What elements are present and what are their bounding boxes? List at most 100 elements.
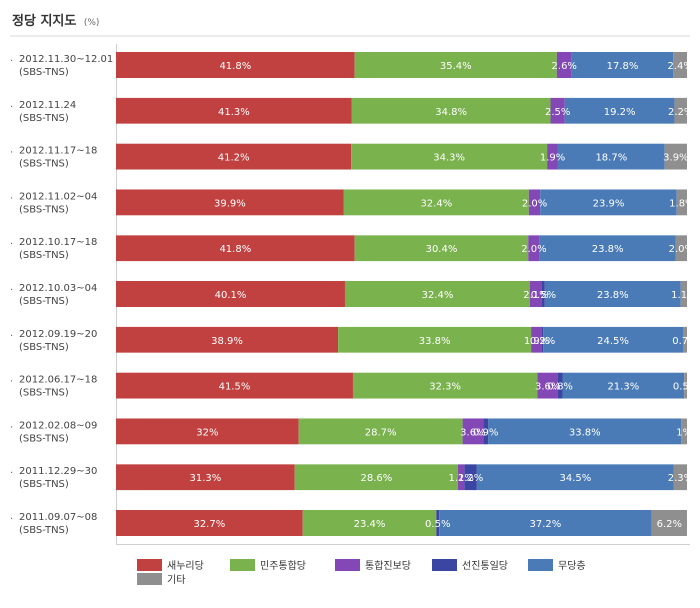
legend-label: 기타: [167, 574, 185, 586]
bar-row: · 2012.06.17~18 (SBS-TNS) 41.5% 32.3% 3.6%0.8…: [10, 372, 687, 399]
bar-segment: [528, 189, 541, 216]
bar-segment: [338, 326, 532, 353]
bar-value-label: 2.0%: [521, 244, 546, 255]
bar-value-label: 34.8%: [435, 107, 467, 118]
bar-segments: 41.2% 34.3% 1.9% 18.7% 3.9%: [116, 143, 687, 170]
bar-value-label: 0.5%: [425, 519, 450, 530]
bar-value-label: 6.2%: [657, 519, 682, 530]
legend-item: 기타: [137, 573, 185, 586]
bar-segment: [680, 281, 687, 307]
bar-segment: [488, 418, 682, 445]
legend-label: 통합진보당: [365, 560, 411, 572]
chart-unit: (%): [84, 18, 100, 28]
bar-row: · 2012.11.02~04 (SBS-TNS) 39.9% 32.4% 2.0% 23.…: [10, 189, 687, 216]
legend-label: 새누리당: [167, 560, 204, 572]
row-date-label: 2012.06.17~18: [19, 375, 97, 386]
bar-value-label: 28.6%: [360, 473, 392, 484]
row-bullet: ·: [10, 331, 13, 342]
legend-item: 무당층: [528, 559, 586, 572]
legend-label: 선진통일당: [462, 560, 508, 572]
bar-segment: [116, 52, 355, 78]
bar-segment: [651, 510, 687, 536]
chart-title: 정당 지지도 (%): [12, 13, 99, 29]
bar-value-label: 0.8%: [548, 382, 573, 393]
bar-value-label: 2.2%: [668, 107, 693, 118]
bar-segment: [556, 52, 572, 78]
bar-row: · 2012.02.08~09(SBS-TNS)32% 28.7% 3.6%0.9% 3…: [10, 418, 687, 445]
bar-segment: [354, 52, 557, 78]
bar-value-label: 1.1%: [448, 473, 473, 484]
bar-segment: [541, 281, 545, 307]
row-source-label: (SBS-TNS): [19, 388, 69, 399]
row-bullet: ·: [10, 285, 13, 296]
row-source-label: (SBS-TNS): [19, 296, 69, 307]
row-date-label: 2012.11.30~12.01: [19, 54, 113, 65]
row-bullet: ·: [10, 56, 13, 67]
bar-segments: 41.8% 30.4% 2.0% 23.8% 2.0%: [116, 235, 687, 262]
bar-segment: [116, 189, 344, 216]
row-bullet: ·: [10, 377, 13, 388]
bar-value-label: 28.7%: [365, 427, 397, 438]
row-bullet: ·: [10, 239, 13, 250]
row-date-label: 2011.09.07~08: [19, 512, 97, 523]
bar-segment: [550, 97, 565, 124]
bar-value-label: 35.4%: [440, 61, 472, 72]
legend-item: 민주통합당: [230, 559, 306, 572]
bar-segment: [675, 235, 687, 262]
bar-value-label: 32.7%: [193, 519, 225, 530]
bar-value-label: 1.9%: [524, 336, 549, 347]
bar-value-label: 37.2%: [530, 519, 562, 530]
bar-row: · 2011.09.07~08 (SBS-TNS) 32.7% 23.4% 0.5% 37.…: [10, 510, 687, 536]
bar-segment: [116, 372, 353, 399]
row-source-label: (SBS-TNS): [19, 250, 69, 261]
bar-segment: [673, 52, 687, 78]
bar-value-label: 32.4%: [422, 290, 454, 301]
legend-swatch: [528, 559, 553, 571]
bar-value-label: 30.4%: [426, 244, 458, 255]
bar-segment: [528, 235, 540, 262]
bar-value-label: 41.8%: [219, 244, 251, 255]
bar-value-label: 41.8%: [219, 61, 251, 72]
bar-segments: 41.5% 32.3% 3.6%0.8% 21.3% 0.5%: [116, 372, 687, 399]
bar-segment: [302, 510, 437, 536]
bar-value-label: 2.1%: [523, 290, 548, 301]
bar-value-label: 23.8%: [597, 290, 629, 301]
row-date-label: 2012.11.24: [19, 100, 76, 111]
bar-value-label: 2.5%: [545, 107, 570, 118]
bar-value-label: 2.4%: [667, 61, 692, 72]
row-bullet: ·: [10, 193, 13, 204]
bar-value-label: 41.2%: [218, 153, 250, 164]
row-date-label: 2012.10.17~18: [19, 237, 97, 248]
bar-value-label: 23.9%: [593, 198, 625, 209]
bar-segment: [483, 418, 489, 445]
chart-title-text: 정당 지지도: [12, 13, 76, 29]
row-date-label: 2012.10.03~04: [19, 283, 97, 294]
row-bullet: ·: [10, 514, 13, 525]
legend-swatch: [230, 559, 255, 571]
bar-segments: 32% 28.7% 3.6%0.9% 33.8% 1%: [116, 418, 687, 445]
bar-segment: [673, 464, 687, 491]
bar-segment: [298, 418, 463, 445]
legend-item: 새누리당: [137, 559, 204, 572]
bar-segment: [116, 281, 345, 307]
bar-value-label: 2.6%: [552, 61, 577, 72]
bar-segment: [294, 464, 459, 491]
row-source-label: (SBS-TNS): [19, 525, 69, 536]
legend-item: 선진통일당: [432, 559, 508, 572]
bar-segment: [540, 189, 677, 216]
bar-segment: [351, 97, 551, 124]
bar-segment: [562, 372, 685, 399]
bar-segment: [439, 510, 652, 536]
bar-value-label: 3.6%: [535, 382, 560, 393]
bar-segment: [674, 97, 687, 124]
row-source-label: (SBS-TNS): [19, 67, 69, 78]
bar-value-label: 34.3%: [433, 153, 465, 164]
bar-rows: · 2012.11.30~12.01 (SBS-TNS) 41.8% 35.4% 2.6%…: [10, 52, 693, 536]
bar-segment: [557, 372, 563, 399]
bar-segments: 41.3% 34.8% 2.5% 19.2% 2.2%: [116, 97, 693, 124]
bar-segment: [116, 418, 299, 445]
bar-value-label: 33.8%: [419, 336, 451, 347]
bar-value-label: 18.7%: [595, 153, 627, 164]
bar-segment: [351, 143, 548, 170]
